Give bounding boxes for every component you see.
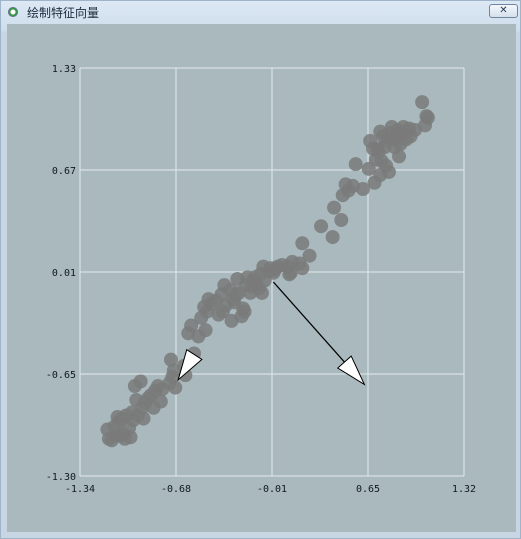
x-tick-label: -0.68 [161, 484, 191, 495]
vector-arrowhead [336, 355, 366, 386]
data-point [302, 248, 317, 263]
data-point [133, 374, 148, 389]
x-tick-label: -0.01 [257, 484, 287, 495]
data-point [295, 236, 310, 251]
data-point [123, 430, 138, 445]
y-tick-label: -0.65 [46, 370, 76, 381]
vector-arrowhead [177, 348, 203, 382]
plot-panel: -1.34 -0.68 -0.01 0.65 1.32 1.33 0.67 0.01 -0.65… [7, 24, 516, 532]
scatter-plot: -1.34 -0.68 -0.01 0.65 1.32 1.33 0.67 0.01 -0.65… [46, 64, 476, 495]
tick-labels: -1.34 -0.68 -0.01 0.65 1.32 1.33 0.67 0.01 -0.65… [46, 64, 476, 495]
data-point [355, 182, 370, 197]
data-point [163, 352, 178, 367]
data-point [415, 95, 430, 110]
x-tick-label: 0.65 [356, 484, 380, 495]
data-point [334, 213, 349, 228]
data-point [168, 380, 183, 395]
y-tick-label: 1.33 [52, 64, 76, 75]
data-point [327, 200, 342, 215]
y-tick-label: -1.30 [46, 472, 76, 483]
data-points [100, 95, 435, 448]
x-tick-label: 1.32 [452, 484, 476, 495]
data-point [420, 110, 435, 125]
data-point [198, 323, 213, 338]
title-bar[interactable]: 绘制特征向量 ✕ [1, 1, 520, 23]
data-point [295, 261, 310, 276]
eigenvectors [177, 281, 366, 386]
data-point [237, 304, 252, 319]
x-tick-label: -1.34 [65, 484, 95, 495]
data-point [184, 318, 199, 333]
close-icon: ✕ [499, 5, 508, 16]
data-point [283, 265, 298, 280]
data-point [381, 164, 396, 179]
y-tick-label: 0.67 [52, 166, 76, 177]
window-title: 绘制特征向量 [27, 6, 100, 20]
data-point [325, 230, 340, 245]
data-point [314, 219, 329, 234]
app-icon [8, 7, 18, 17]
data-point [348, 157, 363, 172]
data-point [136, 411, 151, 426]
data-point [392, 149, 407, 164]
close-button[interactable]: ✕ [489, 4, 518, 18]
vector-shaft [272, 281, 345, 363]
y-tick-label: 0.01 [52, 268, 76, 279]
data-point [153, 394, 168, 409]
data-point [254, 285, 269, 300]
